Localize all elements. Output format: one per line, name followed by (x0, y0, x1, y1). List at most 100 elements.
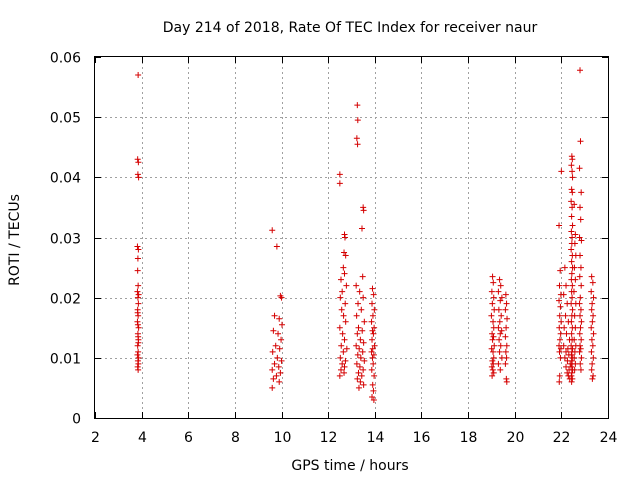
data-point (571, 312, 578, 319)
data-point (578, 354, 585, 361)
data-point (273, 372, 280, 379)
data-point (561, 324, 568, 331)
data-point (497, 282, 504, 289)
data-point (556, 312, 563, 319)
data-point (556, 297, 563, 304)
data-point (578, 237, 585, 244)
data-point (270, 327, 277, 334)
data-point (370, 351, 377, 358)
data-point (563, 330, 570, 337)
data-point (360, 366, 367, 373)
data-point (556, 222, 563, 229)
data-point (588, 324, 595, 331)
data-point (568, 246, 575, 253)
data-point (588, 366, 595, 373)
data-point (354, 117, 361, 124)
data-point (369, 393, 376, 400)
y-tick-label: 0.02 (50, 292, 81, 308)
data-point (578, 282, 585, 289)
data-point (276, 345, 283, 352)
data-point (369, 285, 376, 292)
x-tick-label: 8 (231, 430, 240, 446)
data-point (135, 174, 142, 181)
data-point (571, 240, 578, 247)
data-point (271, 312, 278, 319)
data-point (557, 345, 564, 352)
x-tick-label: 14 (367, 430, 385, 446)
data-point (371, 342, 378, 349)
data-point (577, 366, 584, 373)
data-point (568, 198, 575, 205)
data-point (341, 249, 348, 256)
data-point (135, 354, 142, 361)
data-point (361, 357, 368, 364)
data-point (356, 345, 363, 352)
data-point (588, 336, 595, 343)
data-point (134, 342, 141, 349)
data-point (568, 213, 575, 220)
data-point (370, 330, 377, 337)
data-point (343, 345, 350, 352)
data-point (577, 264, 584, 271)
data-point (578, 318, 585, 325)
data-point (590, 372, 597, 379)
data-point (589, 300, 596, 307)
y-tick-label: 0.04 (50, 171, 81, 187)
data-point (568, 186, 575, 193)
x-tick-label: 2 (91, 430, 100, 446)
data-point (359, 348, 366, 355)
data-point (370, 360, 377, 367)
data-point (557, 303, 564, 310)
data-point (563, 282, 570, 289)
data-point (337, 354, 344, 361)
data-point (278, 336, 285, 343)
data-point (338, 366, 345, 373)
data-point (354, 141, 361, 148)
data-point (503, 324, 510, 331)
data-point (360, 207, 367, 214)
data-point (489, 336, 496, 343)
data-point (353, 282, 360, 289)
data-point (356, 363, 363, 370)
data-point (557, 330, 564, 337)
data-point (560, 342, 567, 349)
data-point (577, 312, 584, 319)
data-point (489, 273, 496, 280)
data-point (568, 162, 575, 169)
data-point (360, 294, 367, 301)
data-point (497, 342, 504, 349)
data-point (498, 312, 505, 319)
data-point (576, 273, 583, 280)
data-point (135, 300, 142, 307)
chart-title: Day 214 of 2018, Rate Of TEC Index for r… (163, 20, 538, 36)
data-point (572, 324, 579, 331)
data-point (490, 369, 497, 376)
data-point (571, 354, 578, 361)
data-point (135, 360, 142, 367)
data-point (278, 294, 285, 301)
x-tick-label: 16 (413, 430, 431, 446)
data-point (359, 327, 366, 334)
data-point (371, 372, 378, 379)
data-point (357, 354, 364, 361)
data-point (569, 294, 576, 301)
axis-ticks (95, 57, 609, 419)
data-point (336, 324, 343, 331)
data-point (576, 348, 583, 355)
data-point (279, 321, 286, 328)
data-point (576, 234, 583, 241)
x-tick-labels: 2 4 6 8 10 12 14 16 18 20 22 24 (91, 430, 617, 446)
data-point (495, 324, 502, 331)
data-point (135, 366, 142, 373)
data-point (341, 363, 348, 370)
data-point (336, 372, 343, 379)
data-point (370, 291, 377, 298)
data-point (569, 306, 576, 313)
data-point (490, 360, 497, 367)
data-point (356, 288, 363, 295)
data-point (134, 288, 141, 295)
data-point (134, 351, 141, 358)
data-point (571, 336, 578, 343)
data-point (353, 312, 360, 319)
data-point (571, 366, 578, 373)
